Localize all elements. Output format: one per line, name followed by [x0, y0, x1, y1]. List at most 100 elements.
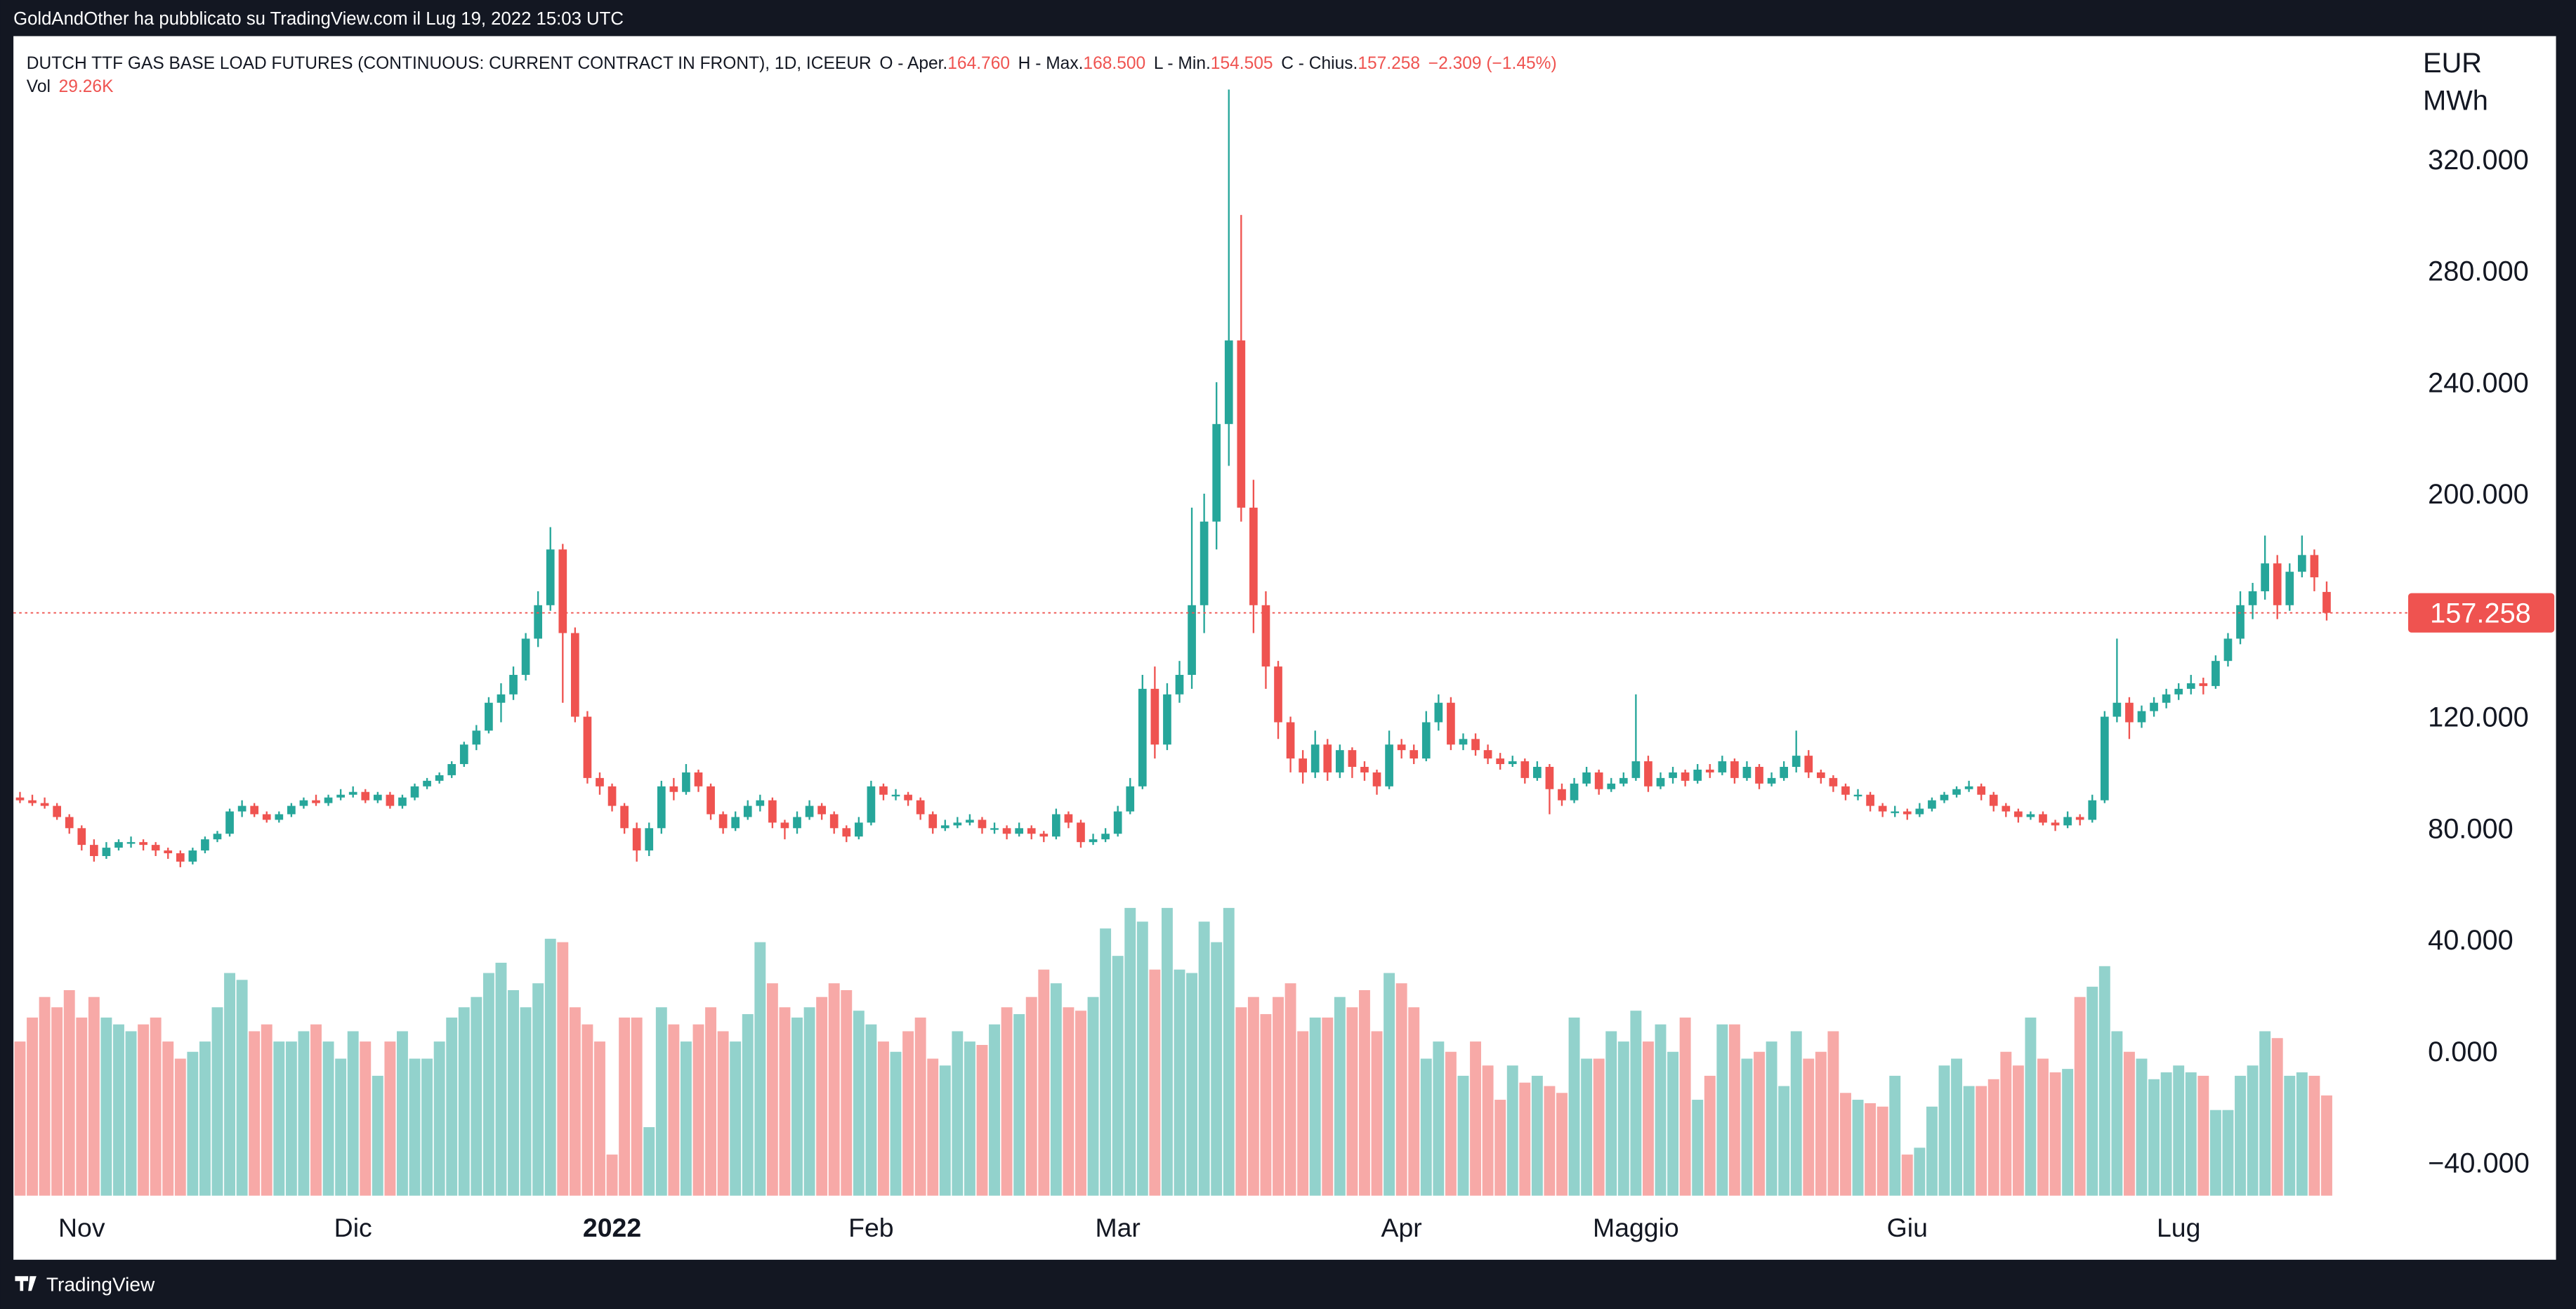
- candle-body: [2088, 800, 2097, 820]
- volume-bar: [1568, 1017, 1580, 1196]
- volume-bar: [1482, 1065, 1494, 1196]
- candle-body: [2273, 563, 2282, 605]
- candle-body: [817, 805, 826, 815]
- candle-body: [164, 850, 173, 854]
- candle-body: [2199, 683, 2208, 686]
- volume-bar: [1581, 1058, 1593, 1196]
- candle-body: [780, 822, 789, 829]
- volume-bar: [1384, 973, 1395, 1196]
- candle-body: [829, 814, 839, 829]
- volume-bar: [1124, 907, 1136, 1196]
- volume-bar: [224, 973, 236, 1196]
- volume-bar: [1889, 1075, 1901, 1196]
- high-value: 168.500: [1083, 54, 1145, 73]
- candle-body: [1533, 766, 1542, 778]
- volume-bar: [631, 1017, 643, 1196]
- volume-bar: [1247, 996, 1259, 1196]
- volume-bar: [1938, 1065, 1950, 1196]
- candle-body: [1113, 811, 1122, 834]
- volume-bar: [2098, 966, 2110, 1196]
- volume-bar: [2173, 1065, 2185, 1196]
- volume-bar: [532, 983, 544, 1196]
- candle-body: [1508, 761, 1517, 765]
- volume-bar: [766, 983, 778, 1196]
- candle-body: [1669, 772, 1677, 778]
- volume-bar: [520, 1007, 532, 1196]
- volume-bar: [372, 1075, 383, 1196]
- candle-body: [632, 828, 641, 851]
- candle-body: [2248, 591, 2257, 605]
- candle-body: [386, 794, 395, 806]
- volume-bar: [1420, 1058, 1432, 1196]
- volume-bar: [1346, 1007, 1358, 1196]
- candle-body: [65, 817, 74, 829]
- candle-body: [1385, 744, 1393, 787]
- candle-body: [1520, 761, 1530, 778]
- candle-body: [201, 839, 209, 851]
- volume-bar: [2160, 1072, 2172, 1196]
- volume-bar: [1531, 1075, 1543, 1196]
- volume-bar: [63, 989, 75, 1196]
- volume-bar: [692, 1024, 704, 1196]
- volume-bar: [569, 1007, 581, 1196]
- candle-body: [2137, 711, 2146, 723]
- change-value: −2.309 (−1.45%): [1428, 54, 1557, 73]
- candle-body: [743, 805, 752, 817]
- volume-bar: [508, 989, 519, 1196]
- volume-bar: [495, 962, 507, 1196]
- candle-body: [2236, 605, 2245, 639]
- x-tick-label: Mar: [1095, 1213, 1140, 1242]
- volume-bar: [1260, 1014, 1272, 1196]
- candle-body: [324, 797, 333, 803]
- volume-bar: [211, 1007, 223, 1196]
- volume-bar: [2062, 1069, 2074, 1196]
- volume-bar: [187, 1051, 199, 1196]
- candle-body: [805, 805, 814, 817]
- volume-bar: [730, 1041, 742, 1196]
- candle-body: [1816, 772, 1825, 778]
- candle-body: [2261, 563, 2269, 591]
- volume-bar: [1001, 1007, 1013, 1196]
- candle-body: [1249, 507, 1258, 605]
- candle-body: [1989, 794, 1998, 806]
- candle-body: [1644, 761, 1652, 787]
- plot-area: −40.000 0.000 40.000 80.000 120.000 200.000 24…: [13, 89, 2555, 1242]
- volume-bar: [1198, 921, 1210, 1196]
- candle-body: [645, 828, 654, 851]
- candle-body: [669, 786, 678, 792]
- volume-bar: [1865, 1103, 1877, 1196]
- candle-body: [916, 800, 925, 815]
- candle-body: [1767, 777, 1776, 784]
- candle-body: [1496, 758, 1505, 765]
- volume-bar: [1778, 1086, 1790, 1196]
- candle-body: [1940, 794, 1949, 801]
- volume-bar: [458, 1007, 470, 1196]
- volume-bar: [1506, 1065, 1518, 1196]
- volume-bar: [1914, 1147, 1926, 1196]
- candle-body: [1891, 811, 1900, 813]
- candle-body: [1693, 769, 1702, 781]
- candle-body: [287, 805, 296, 815]
- candle-body: [90, 845, 98, 857]
- volume-bar: [952, 1031, 964, 1196]
- candle-body: [1175, 675, 1184, 695]
- volume-bar: [236, 980, 248, 1196]
- volume-bar: [113, 1024, 124, 1196]
- candle-body: [1261, 605, 1270, 667]
- candle-body: [854, 822, 863, 837]
- candle-body: [213, 834, 222, 840]
- candle-body: [1138, 688, 1147, 787]
- x-tick-label: Maggio: [1593, 1213, 1679, 1242]
- candle-body: [2285, 572, 2294, 605]
- candle-body: [2039, 814, 2047, 823]
- candle-body: [596, 777, 604, 787]
- volume-bar: [1174, 969, 1185, 1196]
- candle-body: [2186, 683, 2195, 689]
- volume-bar: [1284, 983, 1296, 1196]
- candle-body: [1200, 521, 1209, 605]
- y-tick-label: 40.000: [2428, 925, 2513, 956]
- candle-body: [1471, 739, 1480, 751]
- candle-body: [398, 797, 407, 806]
